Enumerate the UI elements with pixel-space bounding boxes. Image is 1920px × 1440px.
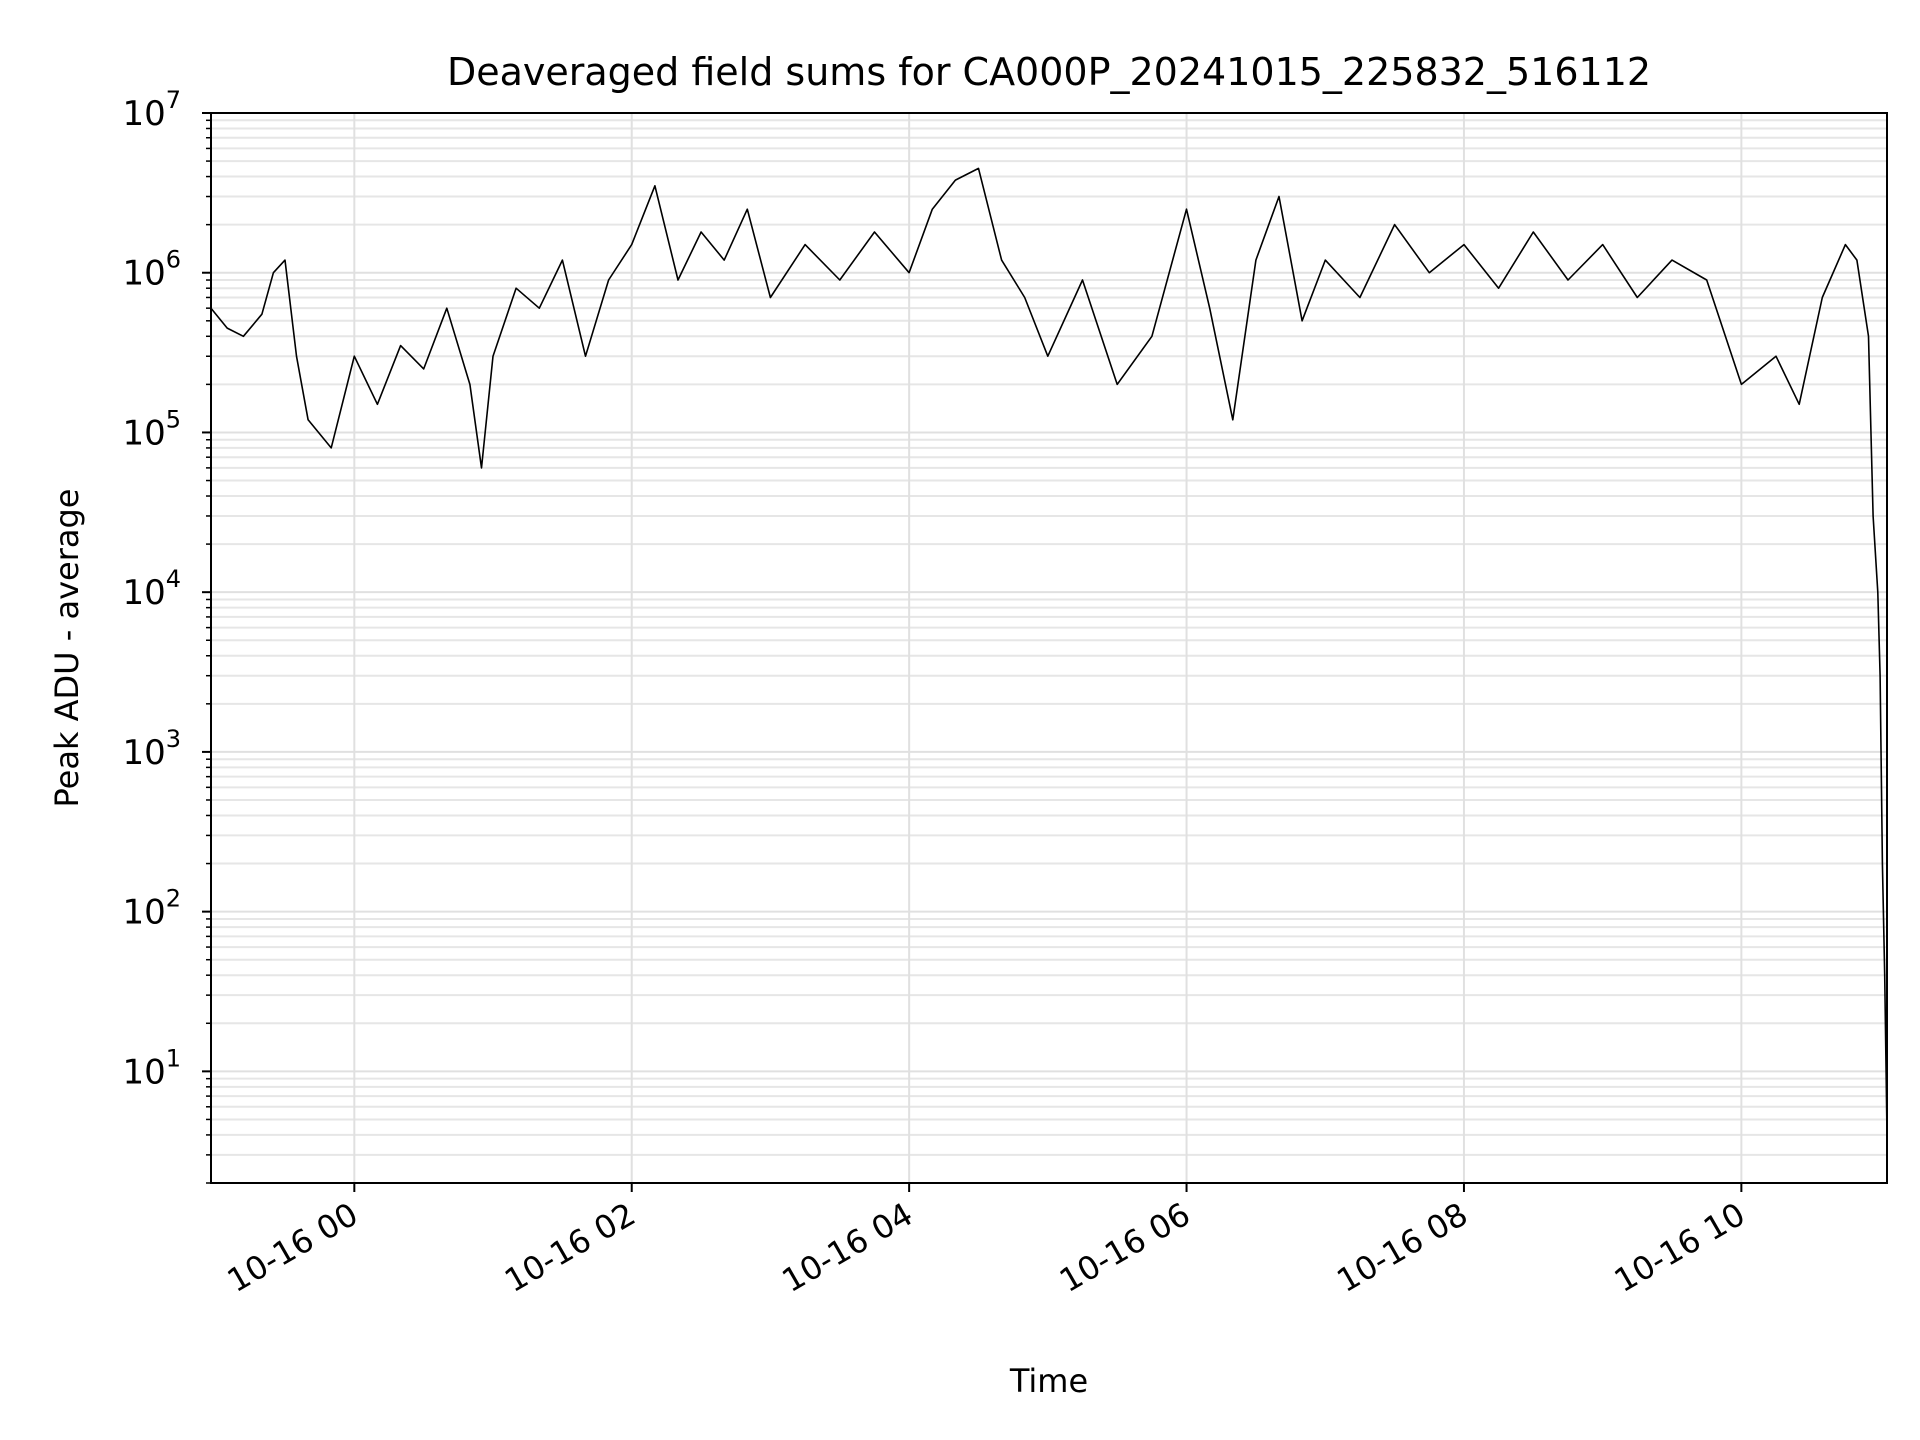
y-tick-label: 105 [122,405,181,453]
plot-area-frame [210,112,1888,1184]
y-tick-label: 106 [122,246,181,294]
chart-title: Deaveraged field sums for CA000P_2024101… [447,50,1651,94]
y-tick-label: 101 [122,1044,181,1092]
series-line [210,167,1888,1135]
x-axis-label: Time [1009,1362,1088,1400]
y-tick-label: 103 [122,725,181,773]
y-tick-label: 104 [122,565,181,613]
y-axis-label: Peak ADU - average [48,489,86,808]
series-layer [210,167,1888,1135]
y-axis: 101 102 103 104 105 106 107 [122,86,211,1184]
y-tick-label: 102 [122,885,181,933]
grid-lines [211,112,1887,1184]
y-tick-label: 107 [122,86,181,134]
